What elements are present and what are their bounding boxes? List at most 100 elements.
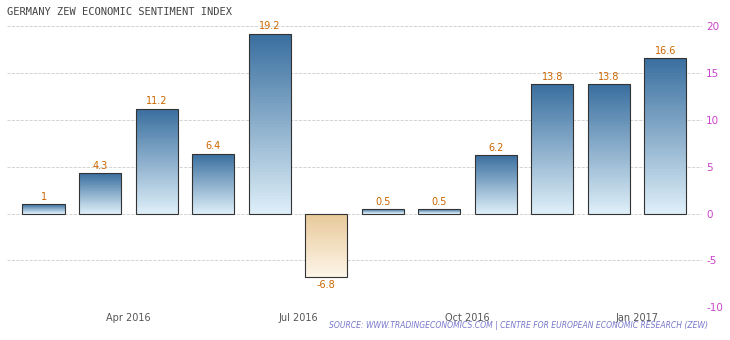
Bar: [644, 167, 686, 169]
Bar: [136, 184, 178, 186]
Bar: [588, 84, 630, 214]
Bar: [474, 176, 517, 177]
Bar: [644, 156, 686, 159]
Bar: [531, 164, 574, 166]
Bar: [79, 190, 121, 191]
Bar: [192, 163, 234, 164]
Bar: [79, 188, 121, 189]
Bar: [305, 269, 347, 270]
Bar: [248, 154, 291, 156]
Bar: [305, 270, 347, 271]
Bar: [588, 177, 630, 179]
Bar: [588, 132, 630, 134]
Bar: [136, 170, 178, 172]
Bar: [248, 61, 291, 64]
Bar: [192, 210, 234, 211]
Bar: [248, 141, 291, 144]
Bar: [192, 157, 234, 158]
Bar: [305, 238, 347, 239]
Bar: [136, 154, 178, 156]
Bar: [305, 260, 347, 261]
Text: 16.6: 16.6: [655, 46, 676, 55]
Bar: [474, 158, 517, 159]
Bar: [474, 178, 517, 180]
Bar: [474, 192, 517, 193]
Bar: [305, 256, 347, 257]
Bar: [248, 138, 291, 141]
Bar: [305, 239, 347, 240]
Bar: [588, 179, 630, 181]
Bar: [588, 130, 630, 132]
Bar: [305, 255, 347, 256]
Bar: [79, 212, 121, 213]
Bar: [192, 212, 234, 214]
Bar: [305, 258, 347, 259]
Bar: [305, 226, 347, 227]
Bar: [192, 171, 234, 172]
Bar: [248, 184, 291, 187]
Bar: [644, 84, 686, 86]
Bar: [531, 205, 574, 207]
Bar: [192, 206, 234, 207]
Bar: [474, 196, 517, 197]
Bar: [588, 188, 630, 190]
Bar: [474, 178, 517, 179]
Bar: [305, 268, 347, 269]
Bar: [644, 89, 686, 92]
Bar: [248, 172, 291, 174]
Bar: [474, 201, 517, 202]
Bar: [644, 185, 686, 188]
Bar: [531, 112, 574, 114]
Bar: [305, 227, 347, 228]
Bar: [136, 130, 178, 131]
Bar: [588, 183, 630, 186]
Bar: [531, 166, 574, 168]
Bar: [474, 155, 517, 156]
Bar: [305, 244, 347, 245]
Bar: [248, 115, 291, 118]
Bar: [588, 160, 630, 162]
Bar: [474, 172, 517, 173]
Bar: [192, 164, 234, 165]
Bar: [588, 175, 630, 177]
Bar: [418, 209, 461, 214]
Bar: [644, 128, 686, 131]
Bar: [136, 200, 178, 201]
Bar: [474, 167, 517, 168]
Bar: [192, 193, 234, 194]
Bar: [305, 237, 347, 238]
Bar: [644, 102, 686, 105]
Bar: [305, 243, 347, 244]
Bar: [305, 264, 347, 265]
Bar: [192, 194, 234, 196]
Bar: [588, 104, 630, 106]
Bar: [588, 151, 630, 153]
Bar: [474, 184, 517, 185]
Bar: [531, 153, 574, 155]
Bar: [136, 117, 178, 119]
Bar: [644, 188, 686, 190]
Bar: [305, 215, 347, 216]
Bar: [79, 206, 121, 207]
Bar: [531, 140, 574, 142]
Bar: [136, 161, 178, 163]
Bar: [305, 223, 347, 224]
Bar: [192, 208, 234, 209]
Bar: [531, 119, 574, 121]
Bar: [136, 157, 178, 159]
Bar: [136, 110, 178, 112]
Text: 1: 1: [41, 192, 47, 202]
Bar: [531, 192, 574, 194]
Bar: [588, 95, 630, 97]
Bar: [588, 97, 630, 99]
Bar: [79, 199, 121, 200]
Bar: [644, 86, 686, 89]
Bar: [248, 112, 291, 115]
Bar: [588, 119, 630, 121]
Bar: [79, 213, 121, 214]
Bar: [305, 274, 347, 275]
Bar: [531, 147, 574, 149]
Bar: [79, 201, 121, 202]
Bar: [531, 121, 574, 123]
Bar: [192, 183, 234, 184]
